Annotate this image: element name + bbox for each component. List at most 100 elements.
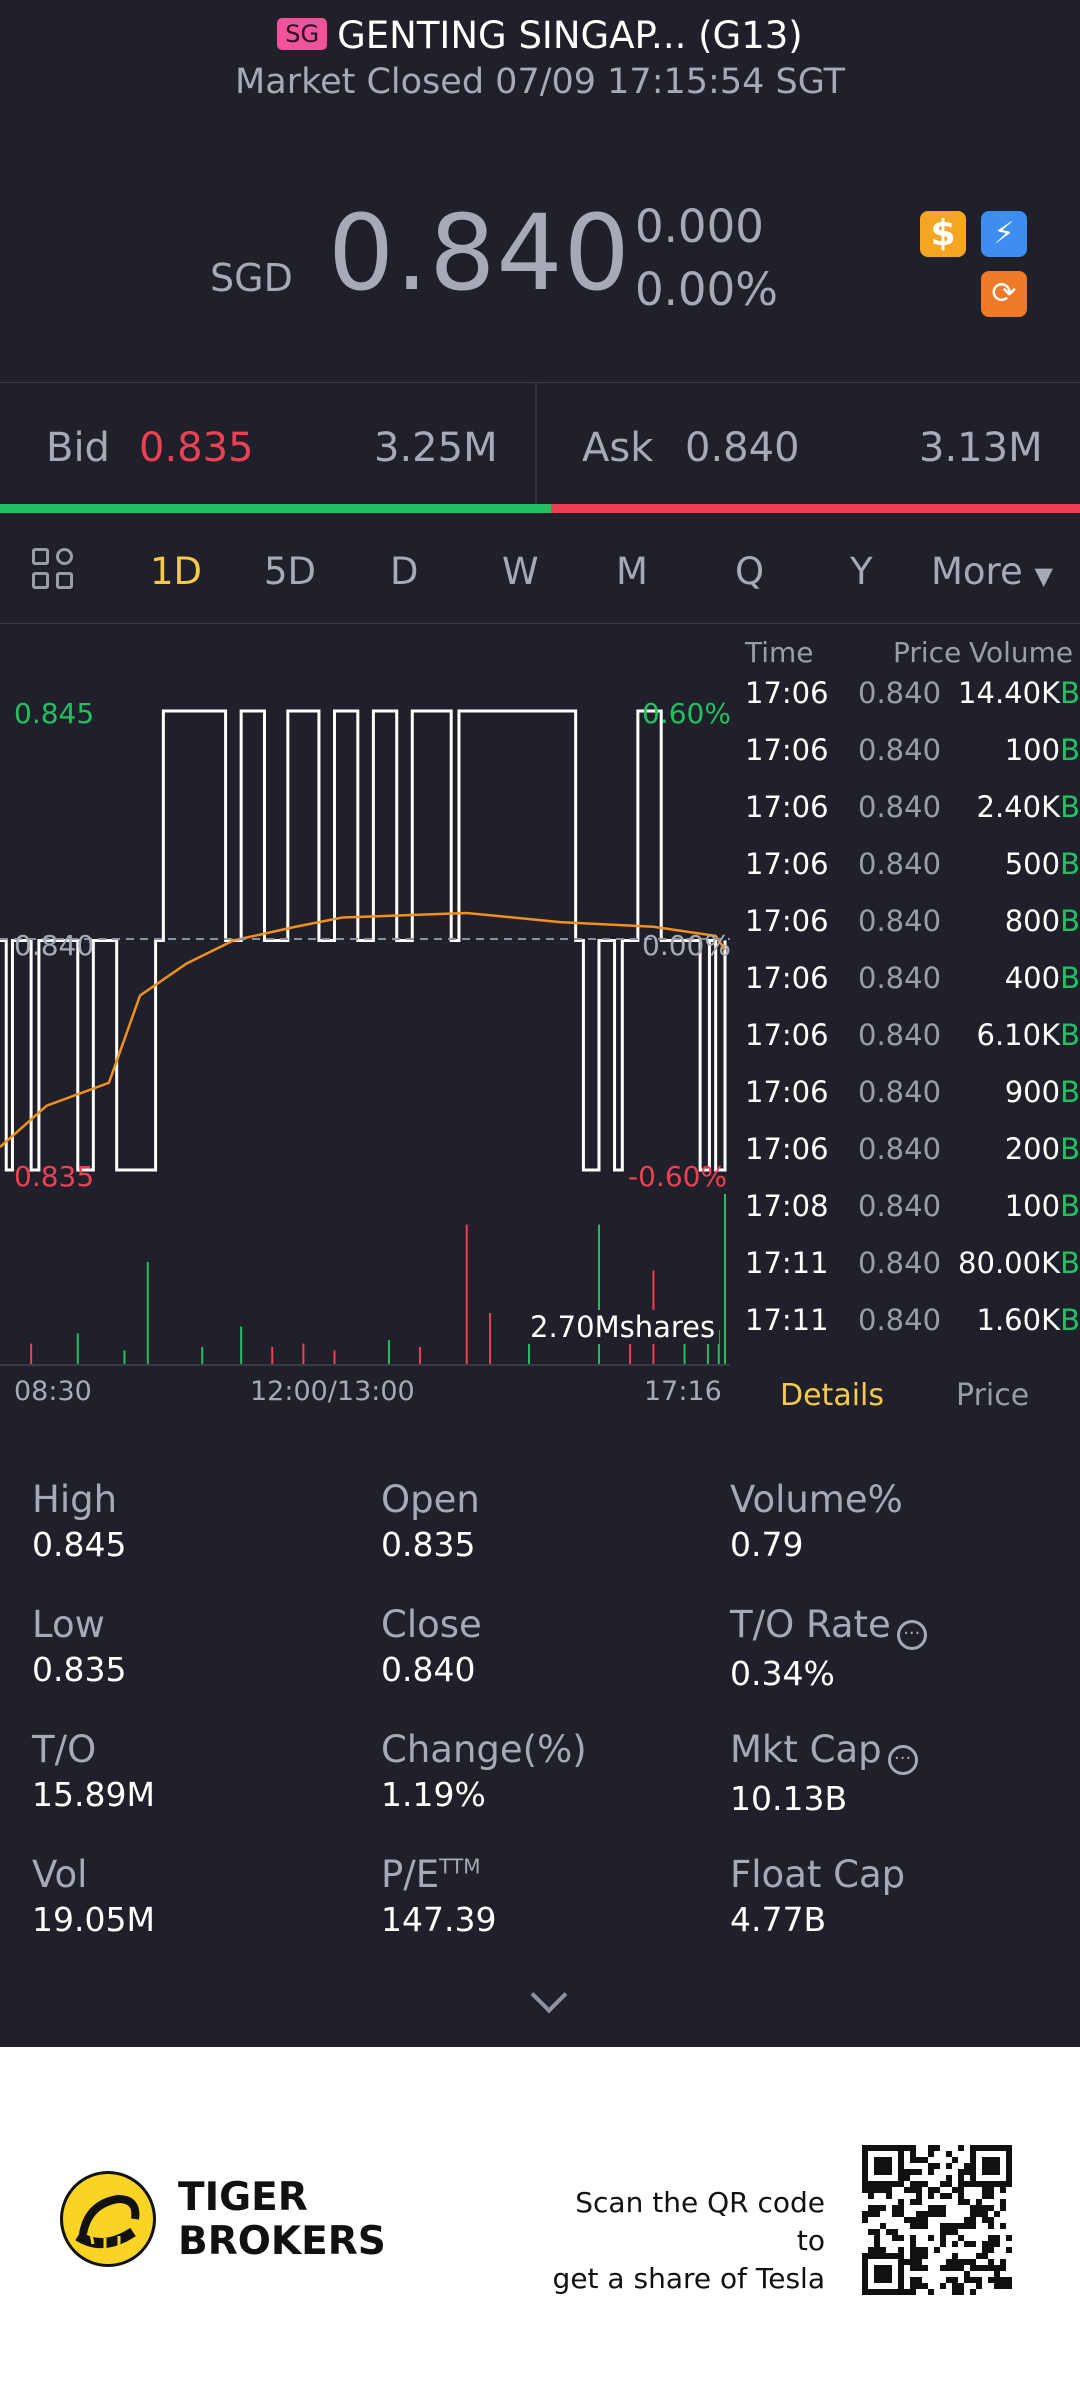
stat-label: Close <box>381 1603 482 1646</box>
trade-side: B <box>1060 1303 1080 1337</box>
tab-price[interactable]: Price <box>956 1378 1030 1413</box>
volume-bar <box>302 1343 305 1364</box>
y-left-bottom-label: 0.835 <box>14 1160 95 1193</box>
y-right-mid-label: 0.00% <box>642 929 731 962</box>
ticker-header-time: Time <box>745 636 814 669</box>
trade-volume: 900B <box>1004 1075 1080 1109</box>
volume-bar <box>123 1350 126 1364</box>
tab-quarter[interactable]: Q <box>735 550 765 593</box>
sync-badge-icon[interactable]: ⟳ <box>981 271 1027 317</box>
trade-row: 17:11 0.840 80.00KB <box>735 1246 1080 1302</box>
trade-time: 17:08 <box>745 1189 829 1223</box>
chart-layout-icon[interactable] <box>32 548 78 594</box>
ask-label: Ask <box>582 425 654 471</box>
volume-bar <box>597 1224 600 1364</box>
stat-volume-percent: Volume% 0.79 <box>730 1478 1070 1564</box>
x-label-open: 08:30 <box>14 1376 92 1407</box>
stat-label: Volume% <box>730 1478 903 1521</box>
promo-line-1: Scan the QR code to <box>575 2186 825 2257</box>
x-label-close: 17:16 <box>644 1376 722 1407</box>
dollar-badge-icon[interactable]: $ <box>920 211 966 257</box>
ticker-header-volume: Volume <box>969 636 1074 669</box>
stat-pe-ttm: P/ETTM 147.39 <box>381 1853 721 1939</box>
brand-name: TIGER BROKERS <box>178 2176 386 2264</box>
stat-value: 0.845 <box>32 1525 127 1564</box>
trade-side: B <box>1060 961 1080 995</box>
tab-year[interactable]: Y <box>850 550 873 593</box>
stat-volume: Vol 19.05M <box>32 1853 372 1939</box>
stats-grid: High 0.845 Open 0.835 Volume% 0.79 Low 0.835… <box>0 1460 1080 1980</box>
stat-value: 0.840 <box>381 1650 476 1689</box>
tab-1d[interactable]: 1D <box>150 550 203 593</box>
volume-bar <box>76 1333 79 1364</box>
volume-bar <box>419 1347 422 1364</box>
more-info-icon[interactable]: ··· <box>887 1745 918 1775</box>
caret-down-icon: ▼ <box>1034 562 1053 590</box>
trade-price: 0.840 <box>858 733 942 767</box>
stat-label: Open <box>381 1478 480 1521</box>
trade-time: 17:06 <box>745 847 829 881</box>
price-change-percent: 0.00% <box>635 263 778 316</box>
stat-label: High <box>32 1478 118 1521</box>
ask-price: 0.840 <box>685 425 800 471</box>
trade-volume: 80.00KB <box>958 1246 1080 1280</box>
trade-time: 17:06 <box>745 1075 829 1109</box>
trade-time: 17:11 <box>745 1246 829 1280</box>
trade-volume: 6.10KB <box>976 1018 1080 1052</box>
bid-strength-bar <box>0 504 551 513</box>
trade-volume: 400B <box>1004 961 1080 995</box>
trade-row: 17:06 0.840 500B <box>735 847 1080 903</box>
expand-chevron-icon[interactable] <box>530 1976 568 2014</box>
stat-float-cap: Float Cap 4.77B <box>730 1853 1070 1939</box>
trade-side: B <box>1060 733 1080 767</box>
trade-price: 0.840 <box>858 1189 942 1223</box>
volume-bar <box>465 1224 468 1364</box>
tab-5d[interactable]: 5D <box>264 550 317 593</box>
stat-turnover-rate: T/O Rate ··· 0.34% <box>730 1603 1070 1693</box>
trade-row: 17:08 0.840 100B <box>735 1189 1080 1245</box>
y-left-top-label: 0.845 <box>14 697 95 730</box>
stat-label: T/O <box>32 1728 97 1771</box>
stat-label: Vol <box>32 1853 88 1896</box>
stat-close: Close 0.840 <box>381 1603 721 1689</box>
tab-details[interactable]: Details <box>780 1378 885 1413</box>
tab-more[interactable]: More ▼ <box>931 550 1053 593</box>
tab-week[interactable]: W <box>502 550 539 593</box>
trade-row: 17:06 0.840 100B <box>735 733 1080 789</box>
tab-more-label: More <box>931 550 1023 593</box>
volume-bar <box>489 1313 492 1364</box>
ask-size: 3.13M <box>919 425 1043 471</box>
last-price: 0.840 <box>328 192 631 314</box>
stat-value: 15.89M <box>32 1775 155 1814</box>
trade-volume: 100B <box>1004 733 1080 767</box>
volume-bar <box>240 1326 243 1364</box>
stock-title[interactable]: SG GENTING SINGAP... (G13) <box>0 14 1080 57</box>
tab-day[interactable]: D <box>390 550 419 593</box>
stat-label: T/O Rate <box>730 1603 891 1646</box>
x-label-midday: 12:00/13:00 <box>250 1376 415 1407</box>
volume-bar <box>333 1350 336 1364</box>
volume-bar <box>683 1340 686 1364</box>
tab-month[interactable]: M <box>616 550 648 593</box>
stat-market-cap: Mkt Cap ··· 10.13B <box>730 1728 1070 1818</box>
stat-value: 0.835 <box>381 1525 476 1564</box>
bid-ask-panel[interactable]: Bid 0.835 3.25M Ask 0.840 3.13M <box>0 383 1080 505</box>
trade-side: B <box>1060 676 1080 710</box>
trade-side: B <box>1060 1189 1080 1223</box>
trade-price: 0.840 <box>858 1075 942 1109</box>
stat-label: Mkt Cap <box>730 1728 882 1771</box>
qr-code-icon[interactable] <box>862 2145 1012 2295</box>
trade-price: 0.840 <box>858 1132 942 1166</box>
ask-strength-bar <box>551 504 1080 513</box>
average-line-group <box>0 911 727 1148</box>
trade-row: 17:06 0.840 14.40KB <box>735 676 1080 732</box>
intraday-chart[interactable]: 0.845 0.840 0.835 0.60% 0.00% -0.60% 2.7… <box>0 626 731 1407</box>
more-info-icon[interactable]: ··· <box>896 1620 927 1650</box>
volume-bar <box>271 1347 274 1364</box>
stat-label: P/E <box>381 1853 440 1896</box>
trade-row: 17:06 0.840 800B <box>735 904 1080 960</box>
lightning-badge-icon[interactable]: ⚡ <box>981 211 1027 257</box>
stat-label: Float Cap <box>730 1853 906 1896</box>
stat-label-superscript: TTM <box>439 1854 481 1879</box>
bid-label: Bid <box>46 425 110 471</box>
